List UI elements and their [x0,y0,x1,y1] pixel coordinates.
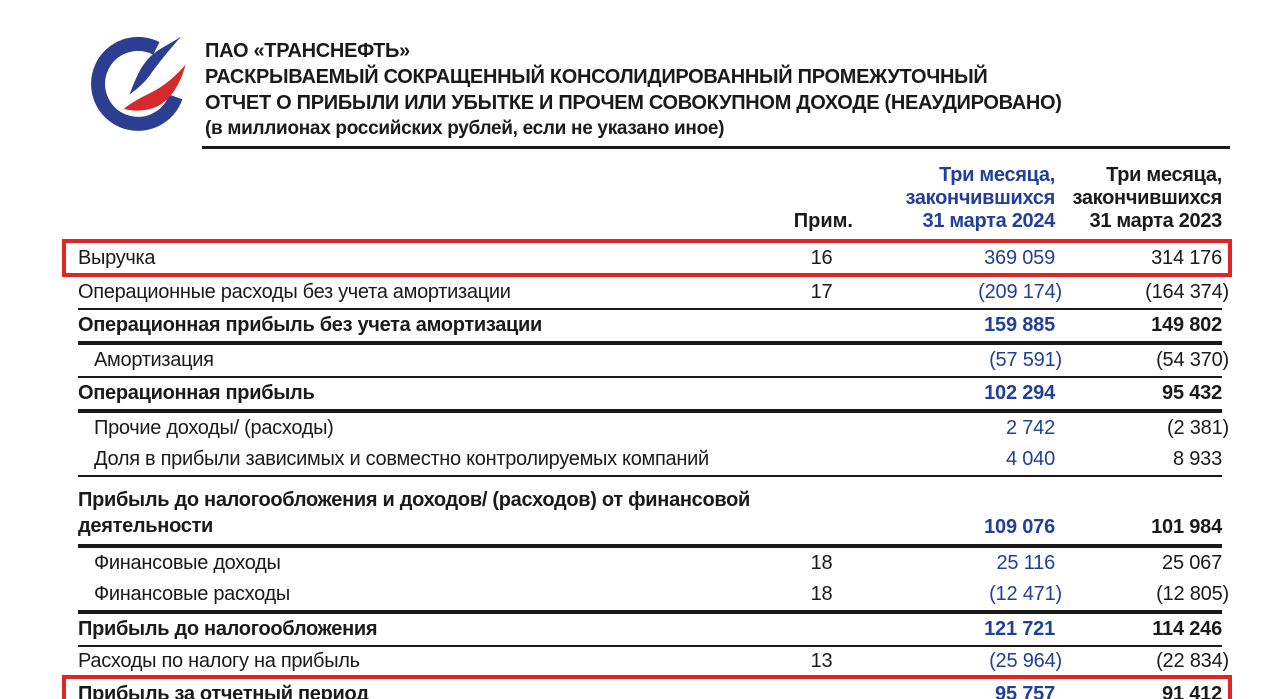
value-2023: 8 933 [1172,448,1222,470]
value-2023: (2 381) [1167,417,1229,439]
row-label: Прибыль до налогообложения и доходов/ (р… [78,489,751,537]
value-2023: 114 246 [1152,618,1222,640]
value-2024: 4 040 [1005,448,1055,470]
value-2023: 25 067 [1162,552,1222,574]
value-2024: 109 076 [984,516,1055,538]
value-2024: 102 294 [984,382,1055,404]
row-label: Прибыль за отчетный период [78,682,369,699]
table-row-share-of-associates: Доля в прибыли зависимых и совместно кон… [78,444,1222,477]
table-row-profit-before-tax: Прибыль до налогообложения 121 721 114 2… [78,614,1222,647]
value-2024: (209 174) [978,281,1062,303]
row-label: Прибыль до налогообложения [78,618,378,640]
transneft-logo [91,36,186,131]
row-label: Операционная прибыль [78,382,315,404]
value-2024: 2 742 [1005,417,1055,439]
income-statement-table: Прим. Три месяца, закончившихся 31 марта… [62,164,1232,699]
table-row-depreciation: Амортизация (57 591) (54 370) [78,345,1229,378]
value-2023: (54 370) [1156,349,1229,371]
value-2023: 314 176 [1151,246,1222,269]
value-2024: 159 885 [984,314,1055,336]
value-2023: 91 412 [1162,682,1222,699]
value-2024: (25 964) [989,649,1062,672]
row-label: Операционные расходы без учета амортизац… [78,281,511,303]
value-2023: (12 805) [1156,583,1229,605]
table-row-operating-expenses: Операционные расходы без учета амортизац… [78,277,1229,310]
period-2023-column-header: Три месяца, закончившихся 31 марта 2023 [1072,164,1222,232]
note-cell: 18 [810,583,833,605]
table-row-profit-before-tax-and-finance: Прибыль до налогообложения и доходов/ (р… [78,477,1222,548]
note-cell: 18 [810,552,833,574]
table-row-finance-costs: Финансовые расходы 18 (12 471) (12 805) [78,579,1229,614]
value-2023: (164 374) [1145,281,1229,303]
table-row-revenue: Выручка 16 369 059 314 176 [62,239,1232,277]
table-header-row: Прим. Три месяца, закончившихся 31 марта… [78,164,1223,239]
header-divider [202,146,1230,149]
period-2024-column-header: Три месяца, закончившихся 31 марта 2024 [905,164,1055,232]
report-title-line-1: РАСКРЫВАЕМЫЙ СОКРАЩЕННЫЙ КОНСОЛИДИРОВАНН… [205,66,988,88]
table-row-other-income-expenses: Прочие доходы/ (расходы) 2 742 (2 381) [78,413,1229,444]
note-cell: 16 [810,246,833,269]
company-name: ПАО «ТРАНСНЕФТЬ» [205,40,410,62]
value-2024: 25 116 [996,552,1056,574]
value-2023: 95 432 [1162,382,1222,404]
document-header: ПАО «ТРАНСНЕФТЬ» РАСКРЫВАЕМЫЙ СОКРАЩЕННЫ… [205,38,1062,142]
value-2024: (57 591) [989,349,1062,371]
value-2024: 369 059 [984,246,1055,269]
value-2023: (22 834) [1156,649,1229,672]
value-2023: 101 984 [1151,516,1222,538]
row-label: Финансовые расходы [94,583,290,605]
value-2024: 121 721 [984,618,1055,640]
table-row-finance-income: Финансовые доходы 18 25 116 25 067 [78,548,1222,579]
row-label: Финансовые доходы [94,552,281,574]
row-label: Доля в прибыли зависимых и совместно кон… [94,448,709,470]
value-2024: (12 471) [989,583,1062,605]
report-subtitle: (в миллионах российских рублей, если не … [205,118,725,139]
table-row-income-tax: Расходы по налогу на прибыль 13 (25 964)… [78,647,1229,675]
table-row-operating-profit-before-depreciation: Операционная прибыль без учета амортизац… [78,310,1222,345]
table-row-operating-profit: Операционная прибыль 102 294 95 432 [78,378,1222,413]
value-2023: 149 802 [1151,314,1222,336]
row-label: Выручка [78,246,156,269]
row-label: Расходы по налогу на прибыль [78,649,360,672]
table-row-profit-for-period: Прибыль за отчетный период 95 757 91 412 [62,675,1232,699]
row-label: Амортизация [94,349,214,371]
value-2024: 95 757 [995,682,1055,699]
row-label: Прочие доходы/ (расходы) [94,417,334,439]
note-cell: 17 [810,281,833,303]
report-title-line-2: ОТЧЕТ О ПРИБЫЛИ ИЛИ УБЫТКЕ И ПРОЧЕМ СОВО… [205,92,1062,114]
note-cell: 13 [810,649,833,672]
row-label: Операционная прибыль без учета амортизац… [78,314,543,336]
note-column-header: Прим. [793,210,853,232]
